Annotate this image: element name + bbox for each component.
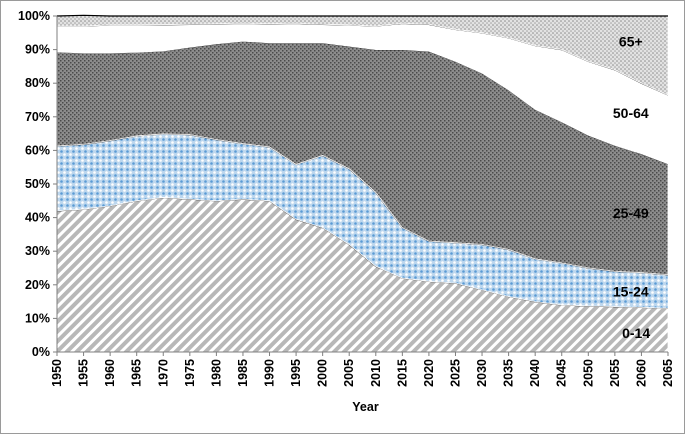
x-tick-label: 1970 <box>156 359 170 387</box>
y-tick-label: 0% <box>32 345 50 359</box>
series-label-25-49: 25-49 <box>613 205 649 221</box>
x-tick-label: 1980 <box>209 359 223 387</box>
y-tick-label: 20% <box>25 278 50 292</box>
x-tick-label: 1960 <box>103 359 117 387</box>
x-tick-label: 2010 <box>369 359 383 387</box>
y-tick-label: 30% <box>25 244 50 258</box>
x-tick-label: 1975 <box>183 359 197 387</box>
x-tick-label: 2060 <box>634 359 648 387</box>
x-tick-label: 2040 <box>528 359 542 387</box>
x-tick-label: 2035 <box>502 359 516 387</box>
y-tick-label: 40% <box>25 211 50 225</box>
x-tick-label: 2005 <box>342 359 356 387</box>
x-tick-label: 2000 <box>316 359 330 387</box>
y-tick-label: 10% <box>25 311 50 325</box>
x-tick-label: 2030 <box>475 359 489 387</box>
series-label-15-24: 15-24 <box>613 284 649 300</box>
series-label-50-64: 50-64 <box>613 105 649 121</box>
x-tick-label: 2015 <box>395 359 409 387</box>
x-tick-label: 2045 <box>555 359 569 387</box>
x-tick-label: 1990 <box>263 359 277 387</box>
y-tick-label: 50% <box>25 177 50 191</box>
x-tick-label: 1995 <box>289 359 303 387</box>
x-tick-label: 1950 <box>50 359 64 387</box>
y-tick-label: 80% <box>25 76 50 90</box>
x-tick-label: 2065 <box>661 359 675 387</box>
y-tick-label: 90% <box>25 43 50 57</box>
x-tick-label: 2020 <box>422 359 436 387</box>
series-label-65: 65+ <box>619 34 643 50</box>
y-tick-label: 70% <box>25 110 50 124</box>
x-tick-label: 1985 <box>236 359 250 387</box>
y-tick-label: 60% <box>25 143 50 157</box>
y-tick-label: 100% <box>18 9 50 23</box>
x-tick-label: 2025 <box>448 359 462 387</box>
x-tick-label: 2055 <box>608 359 622 387</box>
series-label-0-14: 0-14 <box>622 325 650 341</box>
x-tick-label: 1955 <box>77 359 91 387</box>
x-axis-title: Year <box>352 400 379 414</box>
x-tick-label: 2050 <box>581 359 595 387</box>
x-tick-label: 1965 <box>130 359 144 387</box>
boundary-line-65 <box>56 14 668 17</box>
